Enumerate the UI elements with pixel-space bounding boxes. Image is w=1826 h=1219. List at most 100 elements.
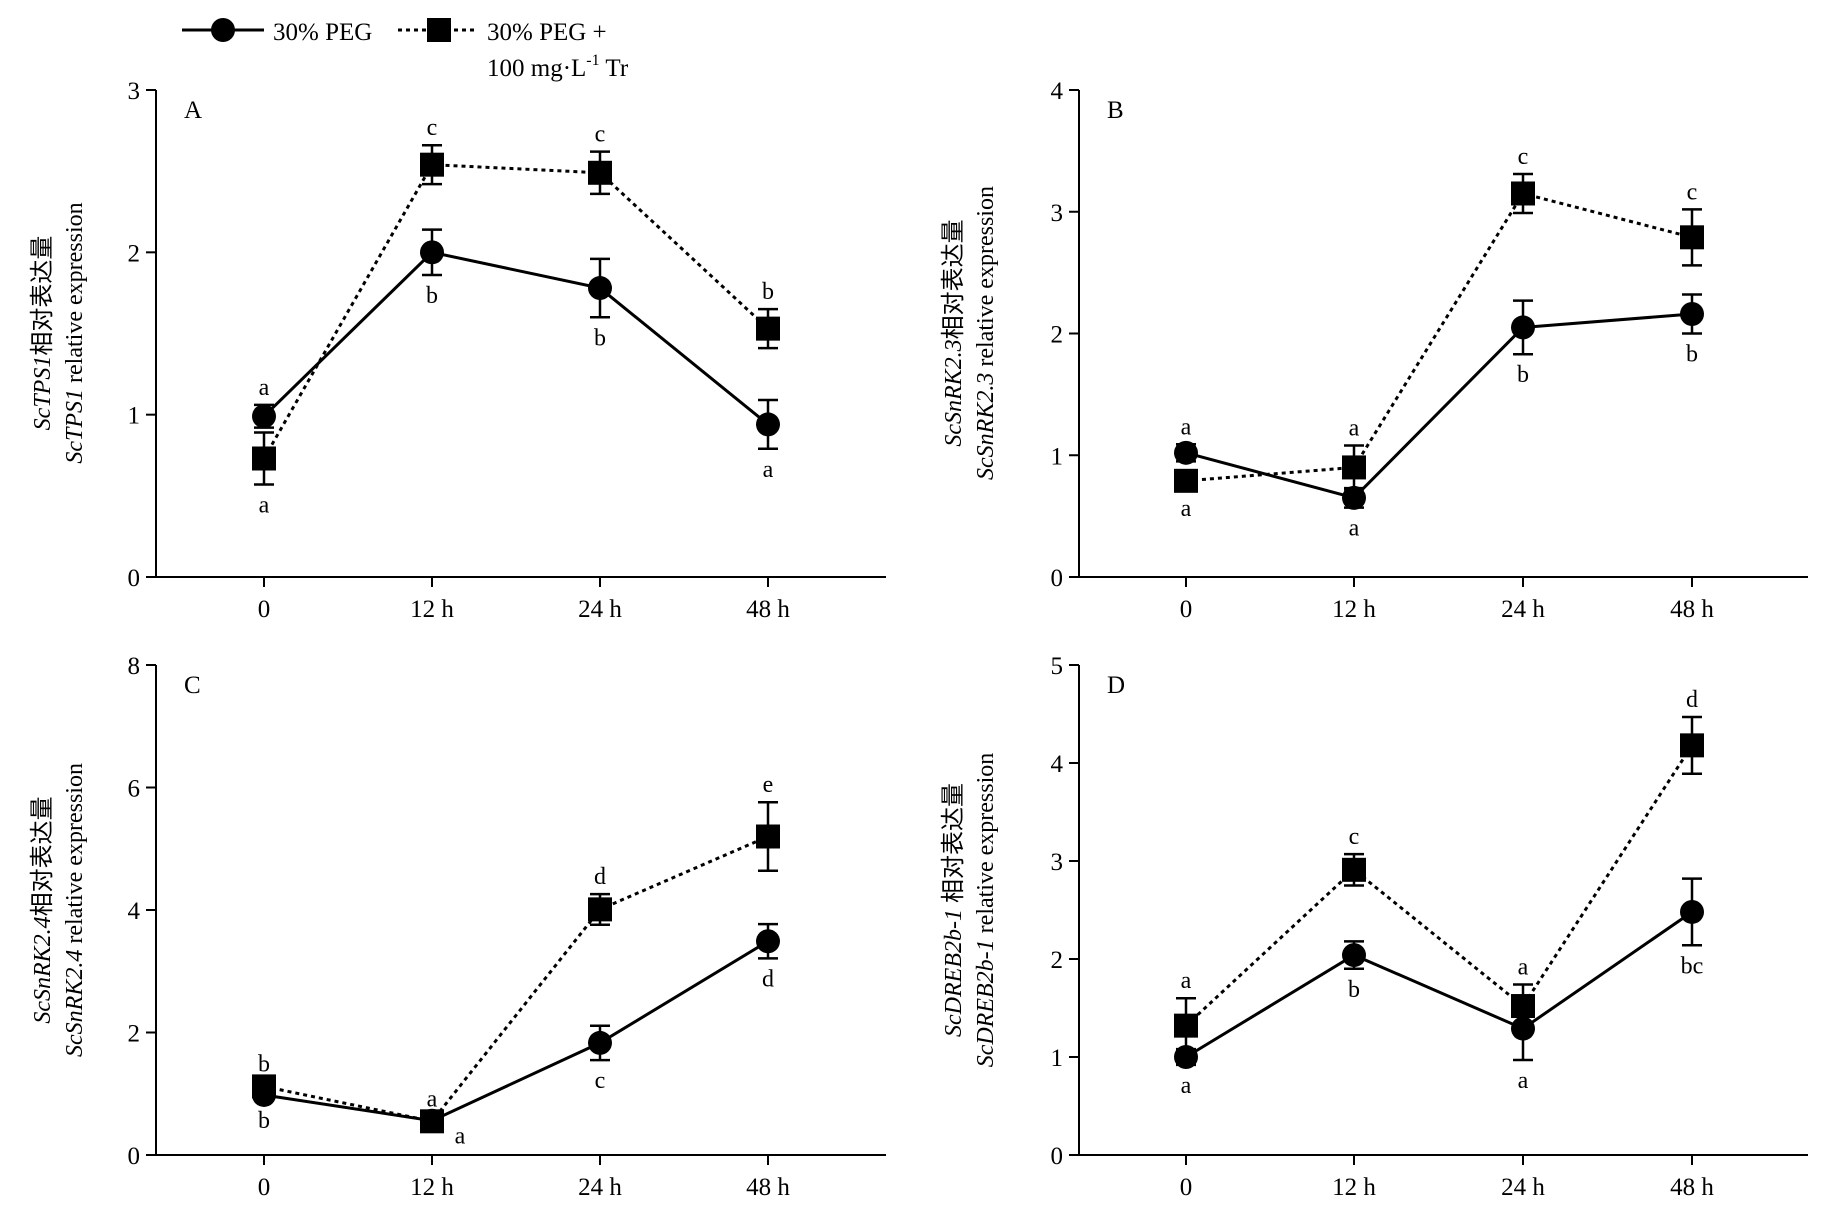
panel-label: A — [184, 97, 202, 124]
y-axis-label-line1: ScSnRK2.4相对表达量 — [29, 796, 56, 1023]
data-point-square — [1174, 1013, 1198, 1038]
data-point-square — [1342, 857, 1366, 882]
significance-letter: bc — [1681, 953, 1704, 979]
y-axis-label-line1: ScSnRK2.3相对表达量 — [940, 219, 967, 446]
y-tick-label: 2 — [128, 240, 141, 267]
panel-label: C — [184, 672, 201, 699]
y-axis-label-line1: ScDREB2b-1 相对表达量 — [940, 783, 967, 1037]
x-tick-label: 12 h — [1332, 596, 1376, 623]
panel-label: B — [1107, 97, 1124, 124]
panel-label: D — [1107, 672, 1125, 699]
significance-letter: a — [1181, 1073, 1192, 1099]
y-tick-label: 4 — [1051, 751, 1064, 778]
significance-letter: a — [1349, 416, 1360, 442]
significance-letter: a — [1181, 968, 1192, 994]
data-point-circle — [420, 240, 444, 265]
series-line-peg-tr — [1185, 191, 1693, 483]
significance-letter: b — [258, 1108, 270, 1134]
data-point-square — [420, 152, 444, 177]
x-tick-label: 48 h — [746, 596, 790, 623]
legend: 30% PEG 30% PEG + 100 mg·L-1 Tr — [182, 18, 629, 82]
significance-letter: d — [762, 966, 774, 992]
significance-letter: b — [426, 283, 438, 309]
y-axis-label-gene: ScDREB2b-1 — [941, 909, 967, 1037]
significance-letter: b — [1517, 362, 1529, 388]
significance-letter: c — [595, 1068, 606, 1094]
data-point-square — [1680, 733, 1704, 758]
legend-marker-circle — [211, 18, 235, 42]
legend-marker-square — [427, 18, 451, 42]
significance-letter: c — [1349, 824, 1360, 850]
data-point-circle — [588, 276, 612, 301]
y-tick-label: 2 — [1051, 947, 1064, 974]
y-tick-label: 4 — [128, 898, 141, 925]
y-axis-label-text: 相对表达量 — [29, 236, 56, 356]
data-point-circle — [252, 1082, 276, 1107]
y-axis-label-text: 相对表达量 — [940, 783, 967, 909]
x-tick-label: 12 h — [410, 596, 454, 623]
legend-label-peg: 30% PEG — [273, 19, 372, 46]
y-axis-label-gene: ScSnRK2.4 — [62, 950, 88, 1057]
data-point-square — [756, 824, 780, 849]
legend-label-peg-tr-suffix: Tr — [600, 55, 629, 82]
y-axis-label-line2: ScSnRK2.3 relative expression — [973, 186, 999, 480]
series-line-peg — [263, 939, 769, 1123]
y-axis-label-gene: ScDREB2b-1 — [973, 939, 999, 1067]
x-tick-label: 24 h — [578, 1174, 622, 1201]
series-line-peg — [1185, 312, 1693, 500]
y-axis-label-text: relative expression — [62, 763, 88, 950]
x-tick-label: 0 — [258, 1174, 271, 1201]
significance-letter: a — [259, 375, 270, 401]
x-tick-label: 24 h — [1501, 596, 1545, 623]
y-tick-label: 0 — [128, 565, 141, 592]
significance-letter: a — [1349, 516, 1360, 542]
significance-letter: a — [455, 1123, 466, 1149]
series-line-peg — [262, 250, 769, 426]
x-tick-label: 0 — [258, 596, 271, 623]
x-tick-label: 12 h — [410, 1174, 454, 1201]
x-tick-label: 0 — [1180, 1174, 1193, 1201]
y-axis-label-text: relative expression — [62, 202, 88, 389]
legend-label-peg-tr-line1: 30% PEG + — [487, 19, 607, 46]
data-point-circle — [756, 929, 780, 954]
x-tick-label: 48 h — [1670, 1174, 1714, 1201]
data-point-circle — [756, 412, 780, 437]
y-axis-label-gene: ScTPS1 — [30, 356, 56, 431]
significance-letter: b — [1348, 977, 1360, 1003]
y-axis-label-line2: ScTPS1 relative expression — [62, 202, 88, 463]
series-line-peg-tr — [262, 163, 770, 460]
significance-letter: d — [1686, 687, 1698, 713]
y-axis-label-gene: ScSnRK2.3 — [941, 339, 967, 446]
data-point-circle — [1342, 485, 1366, 510]
y-tick-label: 3 — [1051, 200, 1064, 227]
y-tick-label: 5 — [1051, 653, 1064, 680]
y-axis-label-gene: ScSnRK2.4 — [30, 916, 56, 1023]
x-tick-label: 24 h — [578, 596, 622, 623]
y-tick-label: 2 — [128, 1021, 141, 1048]
y-axis-label-text: 相对表达量 — [940, 219, 967, 339]
data-point-square — [588, 897, 612, 922]
x-tick-label: 48 h — [1670, 596, 1714, 623]
significance-letter: b — [762, 279, 774, 305]
x-tick-label: 48 h — [746, 1174, 790, 1201]
significance-letter: b — [1686, 342, 1698, 368]
data-point-square — [756, 316, 780, 341]
data-point-circle — [420, 1108, 444, 1133]
significance-letter: c — [1687, 179, 1698, 205]
y-tick-label: 3 — [1051, 849, 1064, 876]
data-point-circle — [1680, 302, 1704, 327]
y-axis-label-gene: ScSnRK2.3 — [973, 373, 999, 480]
y-tick-label: 0 — [1051, 565, 1064, 592]
significance-letter: c — [1518, 144, 1529, 170]
y-tick-label: 8 — [128, 653, 141, 680]
data-point-circle — [1511, 1016, 1535, 1041]
significance-letter: d — [594, 864, 606, 890]
x-tick-label: 0 — [1180, 596, 1193, 623]
significance-letter: c — [595, 122, 606, 148]
legend-label-peg-tr-sup: -1 — [586, 52, 599, 69]
data-point-square — [252, 446, 276, 471]
y-axis-label-text: relative expression — [973, 186, 999, 373]
